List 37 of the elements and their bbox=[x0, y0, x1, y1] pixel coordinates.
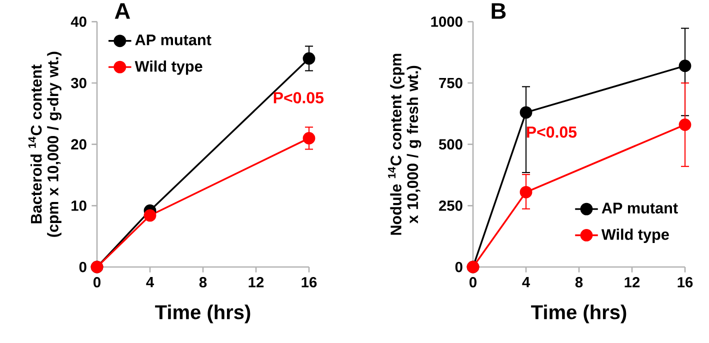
y-tick-label: 1000 bbox=[431, 16, 462, 27]
x-tick-label: 0 bbox=[94, 277, 100, 288]
chart-title: B bbox=[492, 3, 506, 19]
y-tick-label: 250 bbox=[438, 200, 462, 211]
x-axis-title: Time (hrs) bbox=[155, 304, 250, 324]
y-tick-label: 20 bbox=[71, 139, 86, 150]
y-tick-label: 0 bbox=[79, 262, 86, 272]
x-tick-label: 12 bbox=[248, 277, 264, 288]
legend-label: AP mutant bbox=[135, 34, 212, 46]
x-tick-label: 16 bbox=[302, 277, 317, 288]
y-tick-label: 750 bbox=[439, 78, 462, 88]
point bbox=[302, 132, 316, 144]
x-tick-label: 4 bbox=[146, 277, 154, 288]
point bbox=[520, 106, 532, 119]
x-axis-title: Time (hrs) bbox=[531, 304, 626, 324]
legend-label: Wild type bbox=[601, 228, 669, 243]
x-tick-label: 4 bbox=[522, 277, 530, 288]
x-tick-label: 12 bbox=[624, 277, 640, 288]
y-tick-label: 0 bbox=[455, 262, 462, 272]
chart-title: A bbox=[114, 3, 130, 19]
point bbox=[678, 60, 692, 72]
y-tick-label: 500 bbox=[438, 139, 462, 150]
x-tick-label: 16 bbox=[678, 277, 693, 288]
y-tick-label: 10 bbox=[72, 200, 86, 211]
annotation: P<0.05 bbox=[274, 92, 324, 104]
point bbox=[302, 52, 316, 65]
point bbox=[678, 118, 692, 131]
x-tick-label: 8 bbox=[575, 277, 583, 288]
y-tick-label: 30 bbox=[70, 78, 86, 88]
y-tick-label: 40 bbox=[70, 16, 86, 27]
point bbox=[144, 209, 156, 222]
legend-label: Wild type bbox=[134, 60, 202, 75]
x-tick-label: 8 bbox=[199, 277, 207, 288]
annotation: P<0.05 bbox=[526, 126, 577, 138]
legend-label: AP mutant bbox=[602, 202, 678, 214]
x-tick-label: 0 bbox=[470, 277, 476, 288]
point bbox=[520, 186, 532, 198]
